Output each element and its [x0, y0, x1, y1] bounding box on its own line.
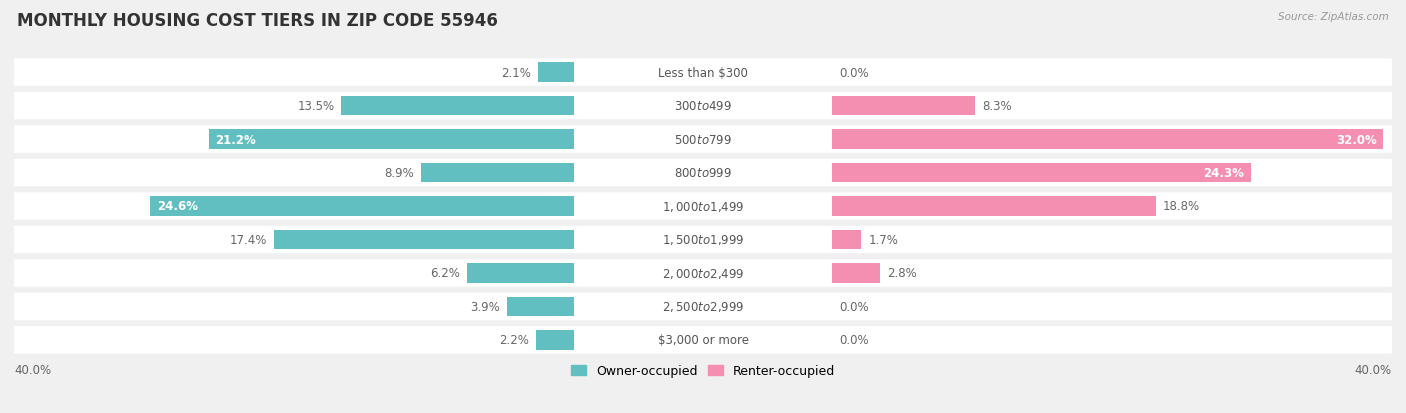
Text: $2,000 to $2,499: $2,000 to $2,499 — [662, 266, 744, 280]
Text: 0.0%: 0.0% — [839, 334, 869, 347]
Text: Source: ZipAtlas.com: Source: ZipAtlas.com — [1278, 12, 1389, 22]
Text: 17.4%: 17.4% — [229, 233, 267, 247]
FancyBboxPatch shape — [14, 260, 1392, 287]
Text: 2.1%: 2.1% — [501, 66, 531, 79]
FancyBboxPatch shape — [14, 126, 1392, 153]
Text: $300 to $499: $300 to $499 — [673, 100, 733, 113]
Bar — [150, 197, 574, 216]
Bar — [832, 164, 1251, 183]
Text: 13.5%: 13.5% — [297, 100, 335, 113]
Text: 24.6%: 24.6% — [157, 200, 198, 213]
Text: 0.0%: 0.0% — [839, 300, 869, 313]
Text: $800 to $999: $800 to $999 — [673, 166, 733, 180]
Text: 1.7%: 1.7% — [869, 233, 898, 247]
Text: Less than $300: Less than $300 — [658, 66, 748, 79]
Text: 3.9%: 3.9% — [470, 300, 499, 313]
Bar — [536, 330, 574, 350]
Legend: Owner-occupied, Renter-occupied: Owner-occupied, Renter-occupied — [567, 359, 839, 382]
Text: 2.2%: 2.2% — [499, 334, 529, 347]
Bar — [537, 63, 574, 83]
Text: 32.0%: 32.0% — [1336, 133, 1376, 146]
Text: 40.0%: 40.0% — [14, 363, 51, 376]
FancyBboxPatch shape — [14, 93, 1392, 120]
Bar — [342, 97, 574, 116]
Text: 18.8%: 18.8% — [1163, 200, 1199, 213]
Bar — [208, 130, 574, 150]
FancyBboxPatch shape — [14, 326, 1392, 354]
Bar — [832, 230, 862, 249]
Bar — [467, 263, 574, 283]
Text: 6.2%: 6.2% — [430, 267, 460, 280]
Text: $2,500 to $2,999: $2,500 to $2,999 — [662, 300, 744, 313]
Text: $500 to $799: $500 to $799 — [673, 133, 733, 146]
FancyBboxPatch shape — [14, 226, 1392, 254]
FancyBboxPatch shape — [14, 159, 1392, 187]
Text: 2.8%: 2.8% — [887, 267, 917, 280]
Text: $1,500 to $1,999: $1,500 to $1,999 — [662, 233, 744, 247]
FancyBboxPatch shape — [14, 59, 1392, 87]
Bar — [274, 230, 574, 249]
Bar — [832, 97, 976, 116]
Bar — [832, 130, 1384, 150]
Text: $3,000 or more: $3,000 or more — [658, 334, 748, 347]
Text: $1,000 to $1,499: $1,000 to $1,499 — [662, 199, 744, 214]
Bar — [506, 297, 574, 316]
Text: 8.3%: 8.3% — [981, 100, 1012, 113]
Text: 8.9%: 8.9% — [384, 166, 413, 180]
Text: MONTHLY HOUSING COST TIERS IN ZIP CODE 55946: MONTHLY HOUSING COST TIERS IN ZIP CODE 5… — [17, 12, 498, 30]
Bar — [832, 197, 1156, 216]
Text: 21.2%: 21.2% — [215, 133, 256, 146]
FancyBboxPatch shape — [14, 193, 1392, 220]
Bar — [420, 164, 574, 183]
Bar — [832, 263, 880, 283]
Text: 0.0%: 0.0% — [839, 66, 869, 79]
FancyBboxPatch shape — [14, 293, 1392, 320]
Text: 24.3%: 24.3% — [1204, 166, 1244, 180]
Text: 40.0%: 40.0% — [1355, 363, 1392, 376]
